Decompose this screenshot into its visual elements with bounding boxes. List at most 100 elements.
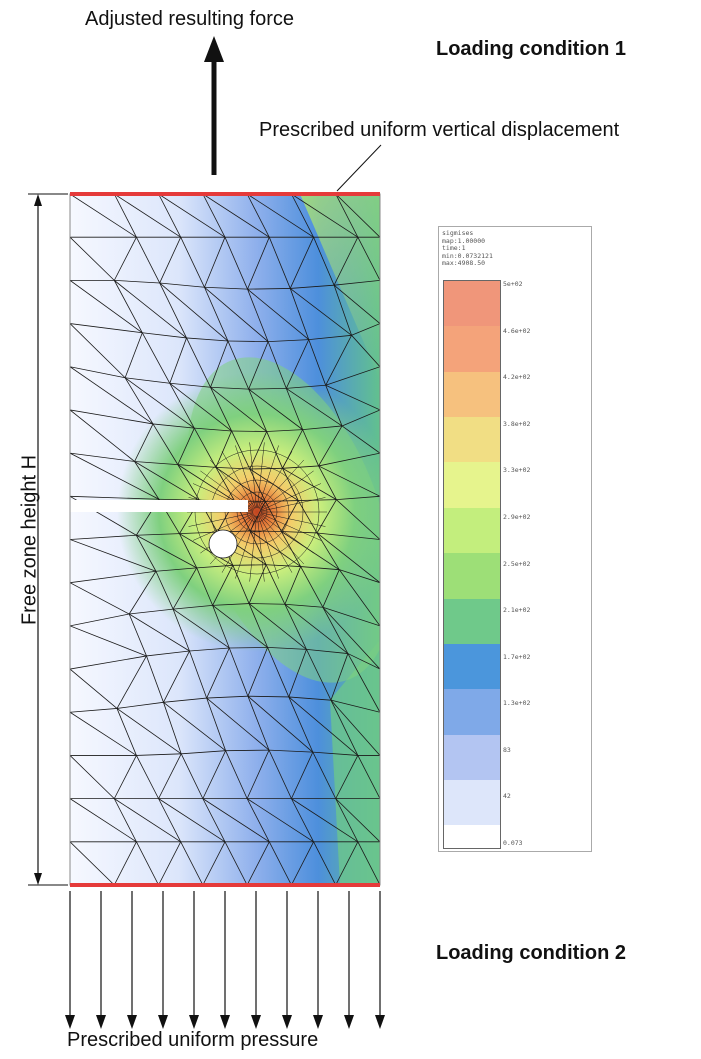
mesh-edge — [281, 531, 318, 534]
mesh-edge — [70, 798, 137, 843]
mesh-edge — [70, 495, 159, 500]
mesh-edge — [268, 841, 292, 885]
mesh-edge — [232, 565, 250, 604]
mesh-edge — [180, 753, 204, 799]
mesh-edge — [177, 464, 235, 502]
mesh-edge — [225, 750, 248, 799]
mesh-edge — [322, 569, 340, 608]
mesh-edge — [232, 564, 267, 566]
mesh-edge — [257, 445, 279, 509]
mesh-edge — [291, 194, 314, 238]
mesh-edge — [189, 650, 208, 699]
mesh-edge — [308, 339, 327, 386]
mesh-edge — [212, 603, 250, 606]
legend-line: time:1 — [442, 244, 466, 252]
mesh-edge — [247, 695, 314, 753]
mesh-edge — [186, 337, 228, 342]
mesh-edge — [135, 535, 157, 572]
mesh-edge — [113, 194, 137, 238]
mesh-edge — [158, 798, 226, 843]
mesh-edge — [249, 467, 283, 470]
mesh-edge — [335, 194, 380, 238]
mesh-edge — [70, 711, 137, 756]
height-dim-arrow-up — [34, 194, 42, 206]
mesh-edge — [136, 534, 197, 569]
mesh-edge — [318, 425, 343, 467]
mesh-edge — [202, 798, 226, 842]
mesh-edge — [249, 530, 301, 567]
colorbar-tick-label: 2.9e+02 — [503, 512, 531, 521]
loading-condition-1-label: Loading condition 1 — [436, 38, 626, 60]
mesh-edge — [235, 515, 257, 579]
mesh-edge — [289, 288, 352, 336]
mesh-edge — [322, 607, 349, 654]
loading-condition-2-label: Loading condition 2 — [436, 942, 626, 964]
mesh-edge — [248, 388, 303, 430]
colorbar-band — [444, 734, 500, 780]
mesh-edge — [210, 340, 229, 388]
colorbar-ticks: 5e+02 4.6e+02 4.2e+02 3.8e+02 3.3e+02 2.9e+02… — [503, 280, 583, 847]
mesh-edge — [70, 841, 115, 885]
mesh-edge — [248, 603, 307, 650]
mesh-edge — [284, 604, 307, 650]
height-dim-arrow-down — [34, 873, 42, 885]
mesh-edge — [330, 699, 380, 756]
mesh-edge — [357, 237, 380, 281]
mesh-edge — [70, 655, 147, 670]
mesh-edge — [113, 280, 143, 333]
mesh-edge — [70, 534, 137, 540]
mesh-edge — [248, 388, 268, 432]
mesh-edge — [210, 386, 267, 432]
pressure-arrow-head — [189, 1015, 199, 1029]
mesh-edge — [159, 282, 229, 342]
mesh-edge — [204, 237, 226, 288]
mesh-edge — [268, 339, 309, 343]
mesh-edge — [247, 695, 289, 698]
mesh-edge — [246, 798, 314, 843]
mesh-edge — [257, 515, 279, 579]
pressure-arrow-head — [344, 1015, 354, 1029]
mesh-edge — [325, 335, 352, 386]
mesh-edge — [125, 377, 170, 384]
mesh-edge — [267, 647, 307, 650]
mesh-edge — [288, 649, 307, 698]
mesh-edge — [180, 841, 204, 885]
pressure-arrow-head — [251, 1015, 261, 1029]
mesh-edge — [291, 798, 359, 843]
mesh-edge — [306, 648, 348, 654]
colorbar-band — [444, 689, 500, 735]
mesh-edge — [282, 468, 299, 501]
mesh-edge — [351, 335, 380, 368]
mesh-edge — [136, 753, 182, 756]
mesh-edge — [286, 384, 326, 389]
mesh-edge — [289, 237, 314, 289]
mesh-edge — [114, 279, 160, 284]
mesh-edge — [306, 649, 332, 701]
mesh-edge — [158, 841, 182, 885]
mesh-edge — [316, 532, 380, 540]
mesh-edge — [210, 387, 232, 432]
mesh-edge — [224, 841, 248, 885]
mesh-edge — [215, 430, 232, 468]
mesh-edge — [235, 445, 257, 509]
mesh-edge — [206, 697, 270, 751]
mesh-edge — [221, 451, 256, 509]
mesh-edge — [284, 603, 349, 654]
mesh-edge — [325, 384, 380, 411]
mesh-edge — [152, 423, 179, 465]
mesh-edge — [204, 287, 229, 342]
mesh-edge — [339, 569, 380, 584]
mesh-edge — [70, 452, 135, 462]
adjusted-resulting-force-label: Adjusted resulting force — [85, 8, 295, 30]
mesh-edge — [146, 650, 190, 657]
mesh-edge — [289, 288, 310, 340]
mesh-edge — [221, 515, 256, 573]
mesh-edge — [246, 841, 270, 885]
mesh-edge — [260, 513, 322, 541]
mesh-edge — [318, 465, 337, 500]
mesh-edge — [246, 194, 270, 238]
legend-line: sigmises — [442, 229, 474, 237]
mesh-edge — [224, 237, 248, 290]
mesh-edge — [290, 284, 335, 289]
mesh-edge — [247, 288, 310, 340]
